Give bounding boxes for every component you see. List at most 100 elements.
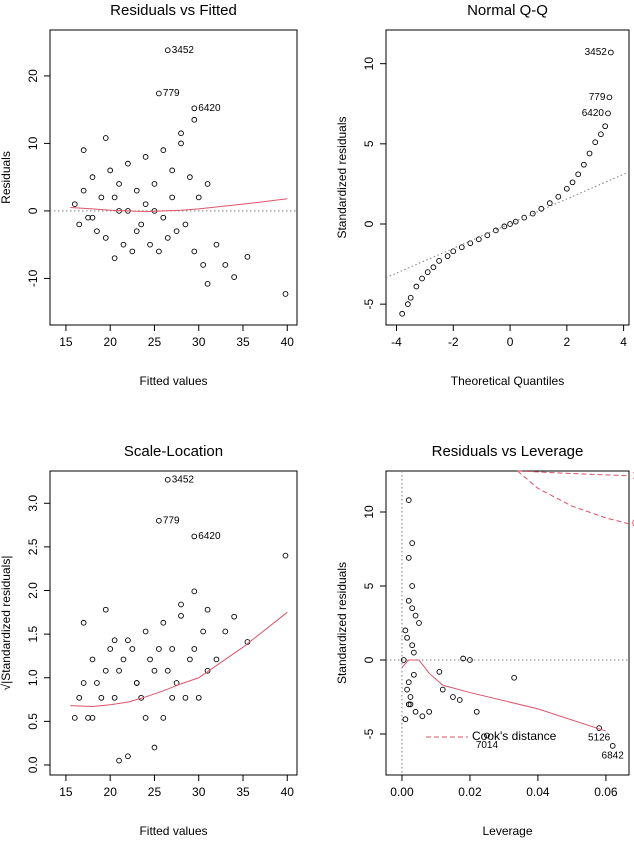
data-point (409, 605, 416, 612)
x-tick-label: 35 (236, 335, 250, 349)
data-point (282, 552, 289, 559)
point-label: 779 (163, 515, 180, 526)
data-point (609, 742, 616, 749)
data-point (405, 597, 412, 604)
data-point (71, 715, 78, 721)
data-point (602, 123, 609, 130)
data-point (142, 628, 149, 635)
data-point (164, 47, 171, 54)
data-point (169, 194, 176, 201)
data-point (169, 694, 176, 701)
x-tick-label: 30 (192, 335, 206, 349)
data-point (156, 646, 162, 652)
smooth-line (70, 611, 288, 708)
y-axis-label: Residuals (0, 151, 13, 204)
data-point (204, 606, 211, 613)
y-tick-label: 5 (362, 582, 376, 589)
data-point (404, 634, 410, 641)
data-point (412, 612, 419, 619)
x-axis-label: Leverage (482, 824, 532, 838)
data-point (409, 583, 416, 589)
data-point (606, 94, 613, 101)
data-point (94, 680, 100, 686)
legend-label: Cook's distance (472, 729, 557, 743)
point-label: 779 (163, 88, 180, 99)
data-point (89, 174, 96, 181)
contour-label: 0.5 (632, 518, 634, 529)
data-point (178, 612, 184, 619)
data-point (116, 757, 122, 764)
data-point (151, 744, 158, 751)
data-point (529, 210, 536, 217)
x-tick-label: 40 (281, 785, 295, 799)
x-tick-label: 0.04 (526, 785, 550, 799)
reference-curve (517, 470, 630, 525)
data-point (129, 248, 136, 255)
data-point (116, 667, 122, 674)
data-point (76, 221, 83, 228)
data-point (76, 694, 83, 701)
data-point (142, 201, 149, 208)
data-point (426, 708, 433, 715)
data-point (436, 258, 442, 264)
plot-box (49, 29, 298, 326)
data-point (102, 135, 109, 141)
data-point (191, 588, 198, 595)
x-tick-label: 40 (281, 335, 295, 349)
panel-title: Scale-Location (124, 443, 223, 460)
data-point (111, 255, 118, 262)
data-point (89, 656, 96, 663)
data-point (111, 194, 118, 201)
data-point (204, 667, 211, 674)
data-point (191, 533, 198, 540)
x-tick-label: 15 (59, 335, 73, 349)
data-point (111, 694, 118, 701)
data-point (456, 697, 463, 703)
data-point (563, 185, 570, 192)
x-axis-label: Theoretical Quantiles (451, 374, 564, 388)
data-point (125, 160, 131, 167)
data-point (160, 214, 167, 221)
data-point (231, 274, 237, 280)
point-label: 6420 (198, 103, 221, 114)
data-point (80, 147, 87, 154)
data-point (436, 668, 443, 675)
plot-box (385, 470, 630, 776)
point-label: 5126 (588, 733, 611, 744)
data-point (213, 656, 220, 663)
data-point (164, 476, 171, 483)
data-point (586, 150, 593, 157)
data-point (412, 708, 419, 715)
data-point (581, 161, 587, 168)
data-point (195, 694, 202, 701)
data-point (231, 613, 237, 620)
data-point (71, 201, 78, 208)
data-point (142, 154, 149, 160)
data-point (222, 262, 229, 268)
data-point (116, 181, 122, 187)
reference-curve (385, 171, 630, 279)
data-point (419, 713, 426, 720)
data-point (458, 244, 465, 251)
data-point (187, 656, 193, 663)
point-label: 6842 (602, 750, 625, 761)
data-point (191, 646, 198, 652)
data-point (473, 708, 480, 715)
y-tick-label: 0 (362, 220, 376, 227)
data-point (160, 619, 167, 626)
x-tick-label: 2 (563, 335, 570, 349)
data-point (102, 606, 109, 613)
x-tick-label: 25 (148, 785, 162, 799)
data-point (102, 235, 109, 241)
data-point (411, 649, 417, 656)
y-tick-label: 0.0 (26, 756, 40, 773)
x-tick-label: 25 (148, 335, 162, 349)
x-tick-label: 35 (236, 785, 250, 799)
data-point (187, 174, 193, 181)
x-tick-label: 20 (104, 335, 118, 349)
y-tick-label: 5 (362, 140, 376, 147)
y-tick-label: 10 (26, 136, 40, 150)
data-point (89, 715, 96, 721)
